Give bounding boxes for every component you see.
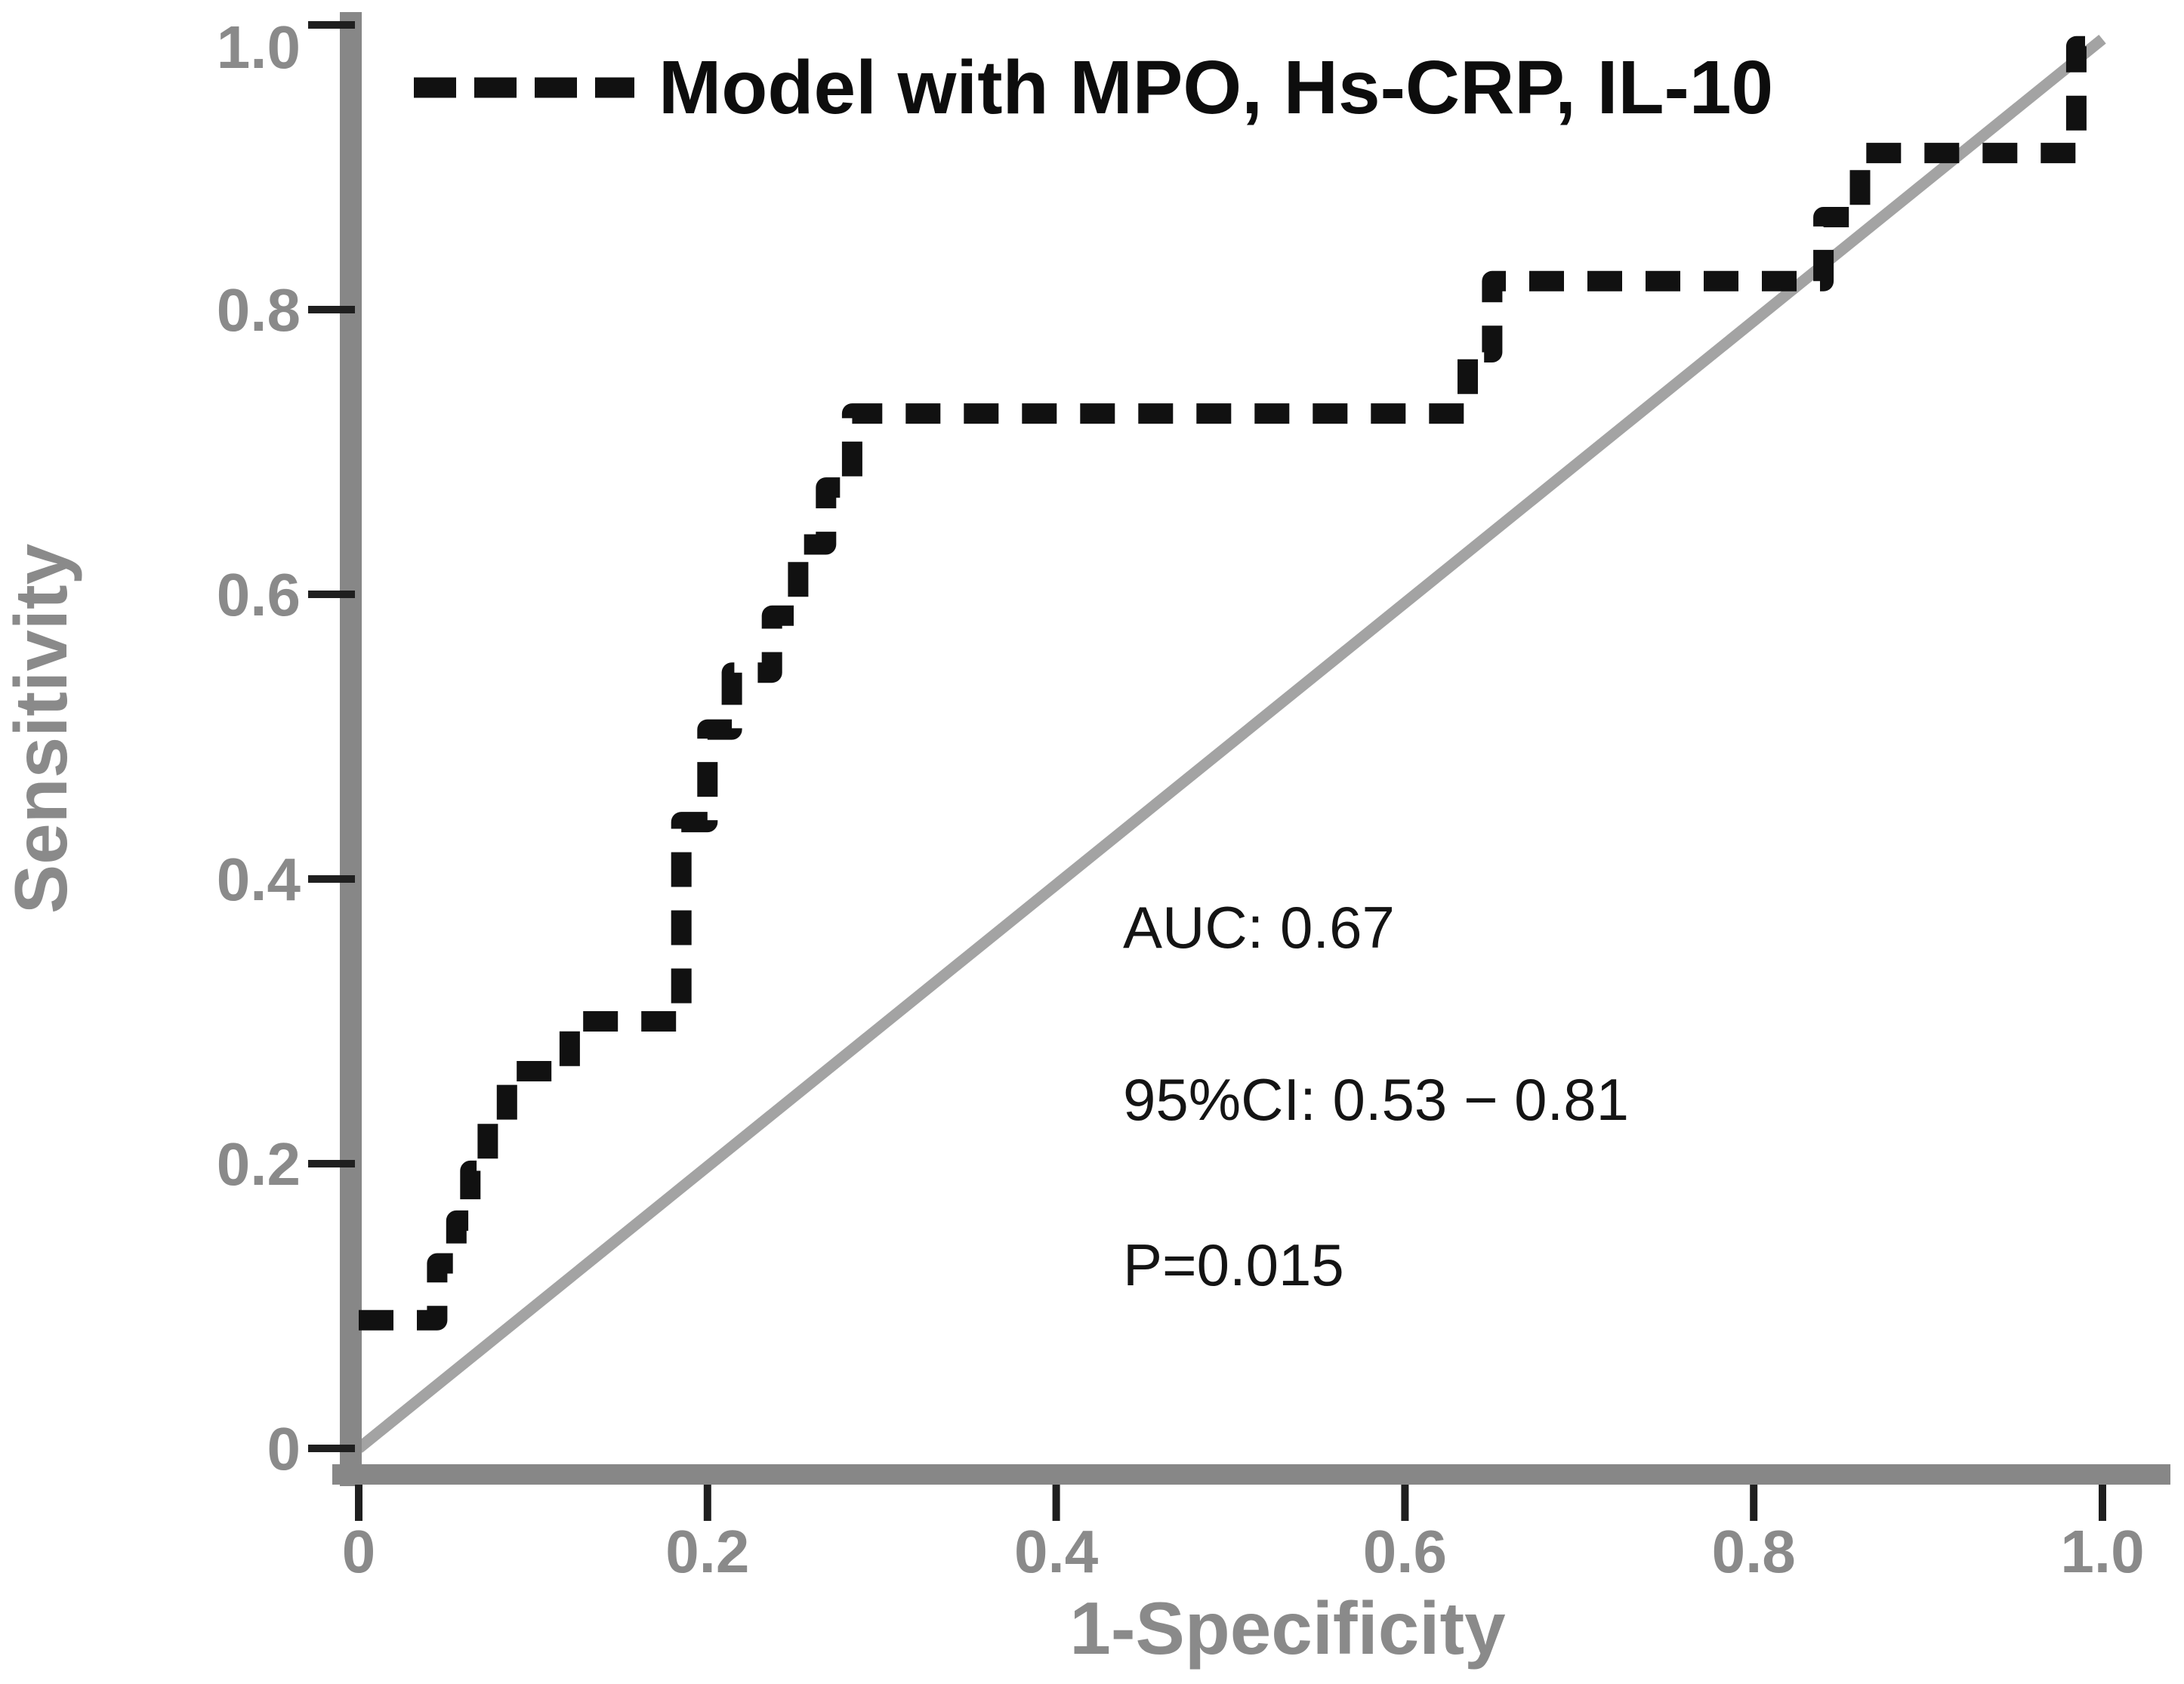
p-value-annotation: P=0.015 <box>1123 1232 1344 1298</box>
x-tick-label: 0.6 <box>1363 1518 1447 1585</box>
x-tick-label: 1.0 <box>2060 1518 2144 1585</box>
y-tick-label: 0.4 <box>217 846 301 913</box>
y-tick-mark <box>308 1445 355 1452</box>
auc-annotation: AUC: 0.67 <box>1123 894 1395 961</box>
y-tick-label: 0.6 <box>217 561 301 628</box>
x-axis-tick-labels: 0 0.2 0.4 0.6 0.8 1.0 <box>342 1518 2145 1585</box>
y-axis-title: Sensitivity <box>0 544 82 914</box>
x-axis-title: 1-Specificity <box>1069 1587 1505 1670</box>
y-tick-label: 0.2 <box>217 1130 301 1198</box>
x-axis-line <box>332 1464 2170 1485</box>
ci-annotation: 95%CI: 0.53 − 0.81 <box>1123 1066 1629 1133</box>
x-tick-mark <box>1052 1485 1060 1521</box>
stats-annotations: AUC: 0.67 95%CI: 0.53 − 0.81 P=0.015 <box>1123 894 1629 1298</box>
reference-diagonal-line <box>355 34 2106 1453</box>
x-tick-mark <box>703 1485 711 1521</box>
y-tick-mark <box>308 1160 355 1167</box>
y-axis-line <box>340 12 362 1486</box>
y-tick-mark <box>308 306 355 313</box>
x-tick-mark <box>355 1485 362 1521</box>
y-tick-mark <box>308 875 355 883</box>
legend-series-label: Model with MPO, Hs-CRP, IL-10 <box>659 45 1773 130</box>
x-tick-label: 0.8 <box>1712 1518 1796 1585</box>
x-tick-label: 0 <box>342 1518 376 1585</box>
y-tick-mark <box>308 591 355 598</box>
y-tick-mark <box>308 21 355 29</box>
x-tick-label: 0.2 <box>665 1518 749 1585</box>
x-tick-mark <box>2099 1485 2106 1521</box>
y-axis-tick-labels: 0 0.2 0.4 0.6 0.8 1.0 <box>217 14 301 1482</box>
y-axis-ticks <box>308 21 355 1452</box>
roc-curve-line <box>359 35 2102 1331</box>
x-axis-ticks <box>355 1485 2106 1521</box>
x-tick-label: 0.4 <box>1014 1518 1099 1585</box>
x-tick-mark <box>1750 1485 1758 1521</box>
x-tick-mark <box>1401 1485 1409 1521</box>
y-tick-label: 0.8 <box>217 276 301 344</box>
y-tick-label: 1.0 <box>217 14 301 81</box>
y-tick-label: 0 <box>267 1415 301 1482</box>
legend: Model with MPO, Hs-CRP, IL-10 <box>414 45 1773 130</box>
